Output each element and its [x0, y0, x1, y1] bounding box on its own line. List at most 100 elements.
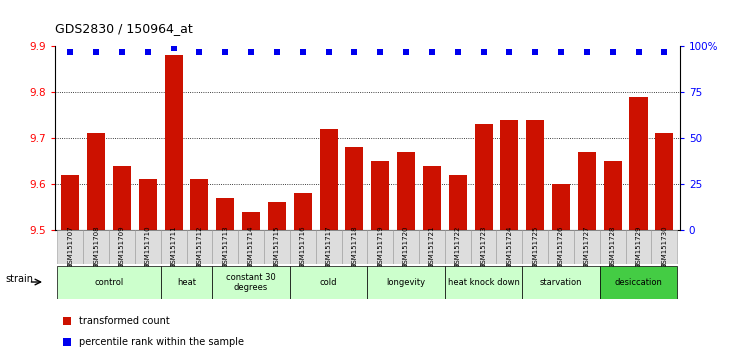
- Bar: [471, 230, 496, 264]
- Text: GSM151725: GSM151725: [532, 226, 538, 268]
- Bar: [522, 230, 548, 264]
- Bar: [449, 175, 467, 230]
- Point: [632, 49, 644, 55]
- Bar: [186, 230, 213, 264]
- Text: GSM151722: GSM151722: [455, 226, 461, 268]
- Point: [400, 49, 412, 55]
- Bar: [367, 266, 444, 299]
- Point: [607, 49, 618, 55]
- Point: [529, 49, 541, 55]
- Point: [475, 224, 487, 229]
- Text: GSM151724: GSM151724: [507, 226, 512, 268]
- Bar: [213, 266, 290, 299]
- Text: constant 30
degrees: constant 30 degrees: [226, 273, 276, 292]
- Bar: [83, 230, 109, 264]
- Point: [246, 49, 257, 55]
- Text: desiccation: desiccation: [615, 278, 662, 287]
- Text: GSM151723: GSM151723: [480, 225, 487, 268]
- Text: longevity: longevity: [387, 278, 425, 287]
- Bar: [444, 230, 471, 264]
- Point: [581, 49, 593, 55]
- Bar: [319, 129, 338, 230]
- Bar: [58, 230, 83, 264]
- Bar: [397, 152, 415, 230]
- Text: GSM151730: GSM151730: [662, 225, 667, 268]
- Bar: [139, 179, 157, 230]
- Bar: [629, 97, 648, 230]
- Bar: [290, 266, 367, 299]
- Text: GSM151710: GSM151710: [145, 225, 151, 268]
- Bar: [500, 120, 518, 230]
- Bar: [242, 212, 260, 230]
- Point: [452, 49, 463, 55]
- Bar: [58, 266, 161, 299]
- Bar: [161, 266, 213, 299]
- Bar: [135, 230, 161, 264]
- Point: [91, 49, 102, 55]
- Text: GSM151708: GSM151708: [93, 225, 99, 268]
- Point: [194, 49, 205, 55]
- Text: GSM151715: GSM151715: [274, 225, 280, 268]
- Point: [349, 49, 360, 55]
- Point: [116, 49, 128, 55]
- Bar: [419, 230, 444, 264]
- Bar: [161, 230, 186, 264]
- Bar: [294, 193, 312, 230]
- Bar: [604, 161, 622, 230]
- Bar: [655, 133, 673, 230]
- Text: control: control: [94, 278, 124, 287]
- Text: GSM151716: GSM151716: [300, 225, 306, 268]
- Text: GSM151721: GSM151721: [429, 225, 435, 268]
- Text: GSM151729: GSM151729: [635, 225, 642, 268]
- Text: heat: heat: [177, 278, 196, 287]
- Bar: [113, 166, 131, 230]
- Bar: [264, 230, 290, 264]
- Text: strain: strain: [5, 274, 33, 284]
- Point: [271, 49, 283, 55]
- Bar: [109, 230, 135, 264]
- Text: GSM151709: GSM151709: [119, 225, 125, 268]
- Point: [659, 49, 670, 55]
- Point: [475, 27, 487, 33]
- Text: GSM151726: GSM151726: [558, 225, 564, 268]
- Bar: [651, 230, 677, 264]
- Bar: [577, 152, 596, 230]
- Bar: [61, 175, 80, 230]
- Text: percentile rank within the sample: percentile rank within the sample: [78, 337, 243, 348]
- Text: GSM151718: GSM151718: [352, 225, 357, 268]
- Point: [374, 49, 386, 55]
- Bar: [522, 266, 599, 299]
- Bar: [213, 230, 238, 264]
- Bar: [444, 266, 522, 299]
- Point: [504, 49, 515, 55]
- Point: [426, 49, 438, 55]
- Bar: [496, 230, 522, 264]
- Bar: [393, 230, 419, 264]
- Bar: [316, 230, 341, 264]
- Text: cold: cold: [320, 278, 337, 287]
- Text: starvation: starvation: [539, 278, 583, 287]
- Bar: [548, 230, 574, 264]
- Text: GSM151711: GSM151711: [170, 225, 177, 268]
- Text: GSM151727: GSM151727: [584, 225, 590, 268]
- Bar: [474, 124, 493, 230]
- Bar: [341, 230, 367, 264]
- Text: GDS2830 / 150964_at: GDS2830 / 150964_at: [55, 22, 192, 35]
- Bar: [238, 230, 264, 264]
- Point: [477, 49, 489, 55]
- Bar: [599, 230, 626, 264]
- Text: GSM151714: GSM151714: [248, 225, 254, 268]
- Bar: [164, 55, 183, 230]
- Bar: [526, 120, 545, 230]
- Bar: [423, 166, 441, 230]
- Bar: [574, 230, 599, 264]
- Bar: [216, 198, 235, 230]
- Bar: [345, 147, 363, 230]
- Text: heat knock down: heat knock down: [447, 278, 520, 287]
- Bar: [626, 230, 651, 264]
- Bar: [599, 266, 677, 299]
- Point: [168, 45, 180, 51]
- Text: GSM151719: GSM151719: [377, 225, 383, 268]
- Bar: [290, 230, 316, 264]
- Bar: [371, 161, 390, 230]
